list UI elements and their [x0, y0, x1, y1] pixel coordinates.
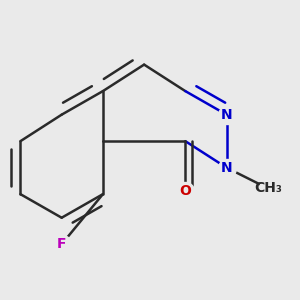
Text: F: F [57, 237, 66, 251]
Text: CH₃: CH₃ [254, 181, 282, 195]
Text: O: O [179, 184, 191, 198]
Text: N: N [221, 161, 232, 175]
Text: N: N [221, 108, 232, 122]
